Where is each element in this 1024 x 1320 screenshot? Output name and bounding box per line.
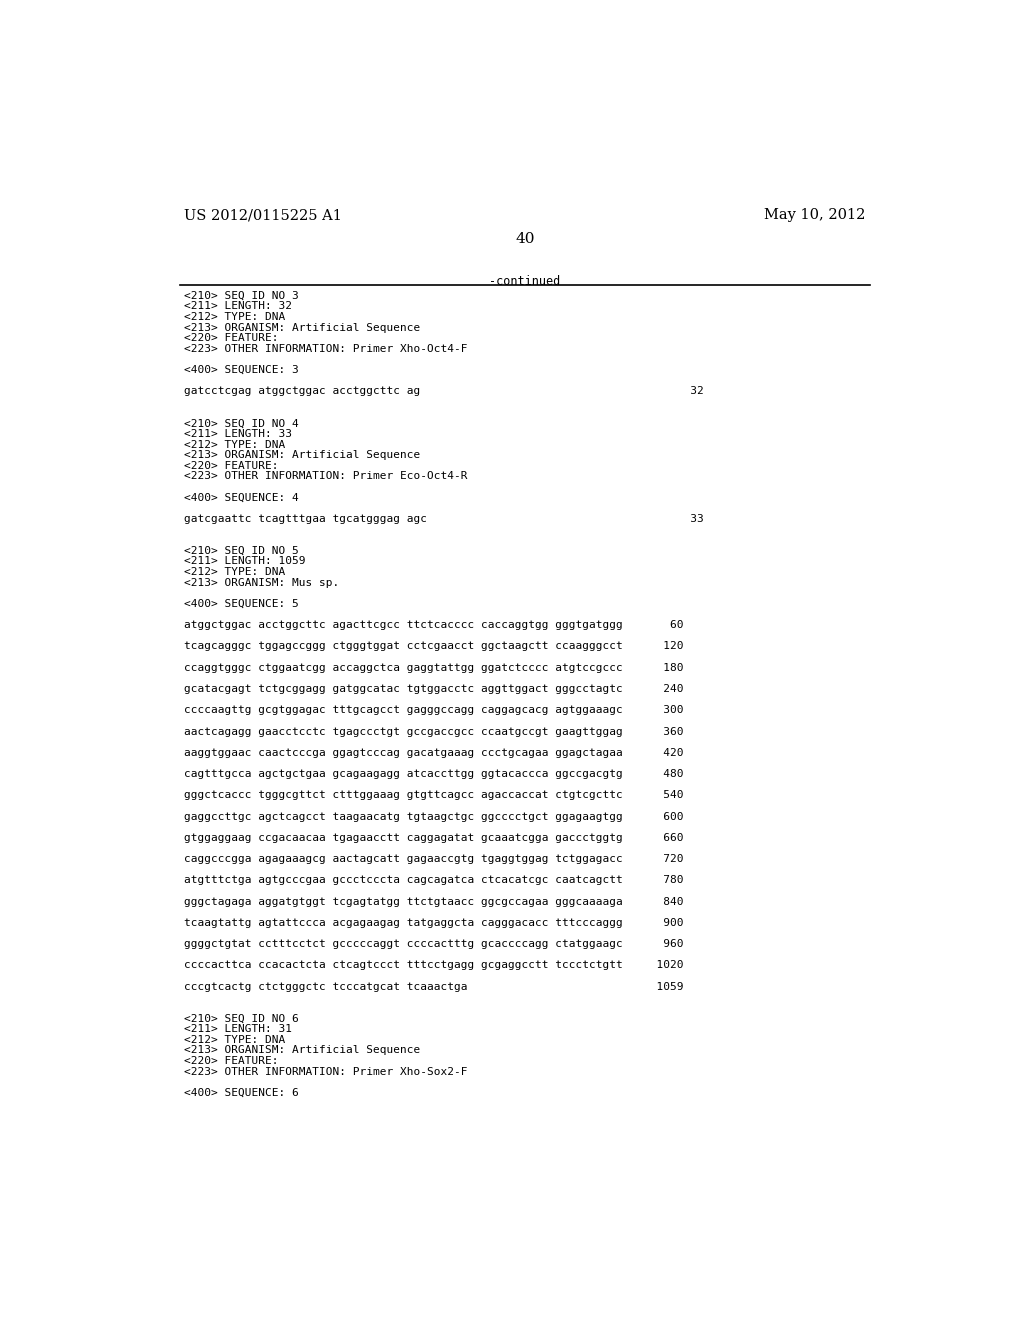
Text: <400> SEQUENCE: 6: <400> SEQUENCE: 6: [183, 1088, 299, 1098]
Text: gatcctcgag atggctggac acctggcttc ag                                        32: gatcctcgag atggctggac acctggcttc ag 32: [183, 387, 703, 396]
Text: <223> OTHER INFORMATION: Primer Xho-Oct4-F: <223> OTHER INFORMATION: Primer Xho-Oct4…: [183, 345, 467, 354]
Text: <213> ORGANISM: Mus sp.: <213> ORGANISM: Mus sp.: [183, 578, 339, 587]
Text: tcaagtattg agtattccca acgagaagag tatgaggcta cagggacacc tttcccaggg      900: tcaagtattg agtattccca acgagaagag tatgagg…: [183, 917, 683, 928]
Text: ggggctgtat cctttcctct gcccccaggt ccccactttg gcaccccagg ctatggaagc      960: ggggctgtat cctttcctct gcccccaggt ccccact…: [183, 939, 683, 949]
Text: aactcagagg gaacctcctc tgagccctgt gccgaccgcc ccaatgccgt gaagttggag      360: aactcagagg gaacctcctc tgagccctgt gccgacc…: [183, 726, 683, 737]
Text: gggctcaccc tgggcgttct ctttggaaag gtgttcagcc agaccaccat ctgtcgcttc      540: gggctcaccc tgggcgttct ctttggaaag gtgttca…: [183, 791, 683, 800]
Text: <210> SEQ ID NO 4: <210> SEQ ID NO 4: [183, 418, 299, 429]
Text: caggcccgga agagaaagcg aactagcatt gagaaccgtg tgaggtggag tctggagacc      720: caggcccgga agagaaagcg aactagcatt gagaacc…: [183, 854, 683, 865]
Text: tcagcagggc tggagccggg ctgggtggat cctcgaacct ggctaagctt ccaagggcct      120: tcagcagggc tggagccggg ctgggtggat cctcgaa…: [183, 642, 683, 652]
Text: 40: 40: [515, 231, 535, 246]
Text: <400> SEQUENCE: 3: <400> SEQUENCE: 3: [183, 366, 299, 375]
Text: <210> SEQ ID NO 5: <210> SEQ ID NO 5: [183, 546, 299, 556]
Text: atgtttctga agtgcccgaa gccctcccta cagcagatca ctcacatcgc caatcagctt      780: atgtttctga agtgcccgaa gccctcccta cagcaga…: [183, 875, 683, 886]
Text: <220> FEATURE:: <220> FEATURE:: [183, 334, 279, 343]
Text: cccgtcactg ctctgggctc tcccatgcat tcaaactga                            1059: cccgtcactg ctctgggctc tcccatgcat tcaaact…: [183, 982, 683, 991]
Text: US 2012/0115225 A1: US 2012/0115225 A1: [183, 209, 342, 223]
Text: cagtttgcca agctgctgaa gcagaagagg atcaccttgg ggtacaccca ggccgacgtg      480: cagtttgcca agctgctgaa gcagaagagg atcacct…: [183, 770, 683, 779]
Text: ccccacttca ccacactcta ctcagtccct tttcctgagg gcgaggcctt tccctctgtt     1020: ccccacttca ccacactcta ctcagtccct tttcctg…: [183, 960, 683, 970]
Text: <212> TYPE: DNA: <212> TYPE: DNA: [183, 440, 285, 450]
Text: <223> OTHER INFORMATION: Primer Xho-Sox2-F: <223> OTHER INFORMATION: Primer Xho-Sox2…: [183, 1067, 467, 1077]
Text: -continued: -continued: [489, 276, 560, 289]
Text: gcatacgagt tctgcggagg gatggcatac tgtggacctc aggttggact gggcctagtc      240: gcatacgagt tctgcggagg gatggcatac tgtggac…: [183, 684, 683, 694]
Text: atggctggac acctggcttc agacttcgcc ttctcacccc caccaggtgg gggtgatggg       60: atggctggac acctggcttc agacttcgcc ttctcac…: [183, 620, 683, 630]
Text: gggctagaga aggatgtggt tcgagtatgg ttctgtaacc ggcgccagaa gggcaaaaga      840: gggctagaga aggatgtggt tcgagtatgg ttctgta…: [183, 896, 683, 907]
Text: <213> ORGANISM: Artificial Sequence: <213> ORGANISM: Artificial Sequence: [183, 450, 420, 461]
Text: <211> LENGTH: 33: <211> LENGTH: 33: [183, 429, 292, 440]
Text: <210> SEQ ID NO 3: <210> SEQ ID NO 3: [183, 290, 299, 301]
Text: May 10, 2012: May 10, 2012: [765, 209, 866, 223]
Text: <213> ORGANISM: Artificial Sequence: <213> ORGANISM: Artificial Sequence: [183, 322, 420, 333]
Text: gtggaggaag ccgacaacaa tgagaacctt caggagatat gcaaatcgga gaccctggtg      660: gtggaggaag ccgacaacaa tgagaacctt caggaga…: [183, 833, 683, 842]
Text: <212> TYPE: DNA: <212> TYPE: DNA: [183, 312, 285, 322]
Text: <211> LENGTH: 31: <211> LENGTH: 31: [183, 1024, 292, 1034]
Text: <213> ORGANISM: Artificial Sequence: <213> ORGANISM: Artificial Sequence: [183, 1045, 420, 1055]
Text: gaggccttgc agctcagcct taagaacatg tgtaagctgc ggcccctgct ggagaagtgg      600: gaggccttgc agctcagcct taagaacatg tgtaagc…: [183, 812, 683, 821]
Text: <220> FEATURE:: <220> FEATURE:: [183, 1056, 279, 1067]
Text: ccaggtgggc ctggaatcgg accaggctca gaggtattgg ggatctcccc atgtccgccc      180: ccaggtgggc ctggaatcgg accaggctca gaggtat…: [183, 663, 683, 673]
Text: <212> TYPE: DNA: <212> TYPE: DNA: [183, 568, 285, 577]
Text: <211> LENGTH: 32: <211> LENGTH: 32: [183, 301, 292, 312]
Text: <400> SEQUENCE: 5: <400> SEQUENCE: 5: [183, 599, 299, 609]
Text: <223> OTHER INFORMATION: Primer Eco-Oct4-R: <223> OTHER INFORMATION: Primer Eco-Oct4…: [183, 471, 467, 482]
Text: <400> SEQUENCE: 4: <400> SEQUENCE: 4: [183, 492, 299, 503]
Text: aaggtggaac caactcccga ggagtcccag gacatgaaag ccctgcagaa ggagctagaa      420: aaggtggaac caactcccga ggagtcccag gacatga…: [183, 747, 683, 758]
Text: <212> TYPE: DNA: <212> TYPE: DNA: [183, 1035, 285, 1044]
Text: ccccaagttg gcgtggagac tttgcagcct gagggccagg caggagcacg agtggaaagc      300: ccccaagttg gcgtggagac tttgcagcct gagggcc…: [183, 705, 683, 715]
Text: gatcgaattc tcagtttgaa tgcatgggag agc                                       33: gatcgaattc tcagtttgaa tgcatgggag agc 33: [183, 513, 703, 524]
Text: <211> LENGTH: 1059: <211> LENGTH: 1059: [183, 557, 305, 566]
Text: <210> SEQ ID NO 6: <210> SEQ ID NO 6: [183, 1014, 299, 1023]
Text: <220> FEATURE:: <220> FEATURE:: [183, 461, 279, 471]
